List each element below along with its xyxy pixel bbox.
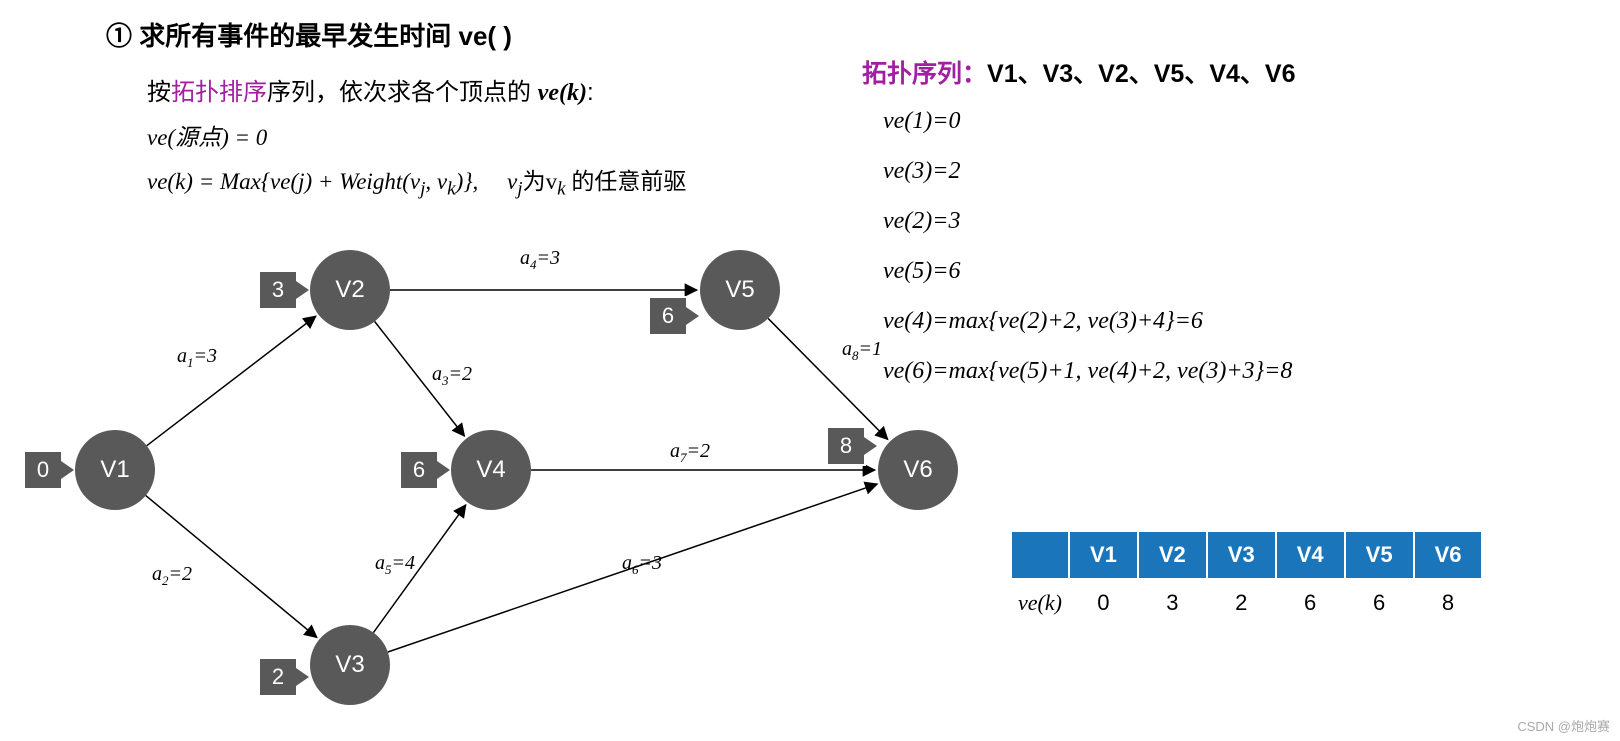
ve-table-v3: 6 xyxy=(1276,579,1345,627)
node-v5: V5 xyxy=(700,250,780,330)
badge-v1: 0 xyxy=(23,450,63,490)
ve-table-header-c3: V4 xyxy=(1276,531,1345,579)
node-v2: V2 xyxy=(310,250,390,330)
edge-label-v1-v3: a2=2 xyxy=(152,563,192,589)
ve-table-header-c0: V1 xyxy=(1069,531,1138,579)
badge-v4: 6 xyxy=(399,450,439,490)
edge-label-v3-v6: a6=3 xyxy=(622,552,662,578)
node-v6: V6 xyxy=(878,430,958,510)
ve-table-rowlabel: ve(k) xyxy=(1011,579,1069,627)
ve-table-header-blank xyxy=(1011,531,1069,579)
ve-table-header-c5: V6 xyxy=(1414,531,1483,579)
ve-table-v1: 3 xyxy=(1138,579,1207,627)
edge-label-v2-v4: a3=2 xyxy=(432,363,472,389)
edge-label-v5-v6: a8=1 xyxy=(842,338,882,364)
ve-table-header-c2: V3 xyxy=(1207,531,1276,579)
ve-table-v4: 6 xyxy=(1345,579,1414,627)
badge-v5: 6 xyxy=(648,296,688,336)
ve-table-row: ve(k) 0 3 2 6 6 8 xyxy=(1011,579,1482,627)
badge-v6: 8 xyxy=(826,426,866,466)
edge-label-v2-v5: a4=3 xyxy=(520,247,560,273)
edge-label-v4-v6: a7=2 xyxy=(670,440,710,466)
graph-svg xyxy=(0,0,1000,741)
ve-table-header-c1: V2 xyxy=(1138,531,1207,579)
badge-v2: 3 xyxy=(258,270,298,310)
badge-v3: 2 xyxy=(258,657,298,697)
edge-v1-v2 xyxy=(147,316,316,446)
ve-table-v0: 0 xyxy=(1069,579,1138,627)
node-v1: V1 xyxy=(75,430,155,510)
edge-label-v1-v2: a1=3 xyxy=(177,345,217,371)
ve-table-v2: 2 xyxy=(1207,579,1276,627)
ve-table-v5: 8 xyxy=(1414,579,1483,627)
ve-table: V1 V2 V3 V4 V5 V6 ve(k) 0 3 2 6 6 8 xyxy=(1010,530,1483,628)
edge-label-v3-v4: a5=4 xyxy=(375,552,415,578)
ve-table-header-c4: V5 xyxy=(1345,531,1414,579)
node-v4: V4 xyxy=(451,430,531,510)
edge-v5-v6 xyxy=(768,318,888,439)
node-v3: V3 xyxy=(310,625,390,705)
topo-seq: V1、V3、V2、V5、V4、V6 xyxy=(987,60,1295,88)
watermark: CSDN @炮炮赛 xyxy=(1517,716,1610,735)
ve-table-header-row: V1 V2 V3 V4 V5 V6 xyxy=(1011,531,1482,579)
